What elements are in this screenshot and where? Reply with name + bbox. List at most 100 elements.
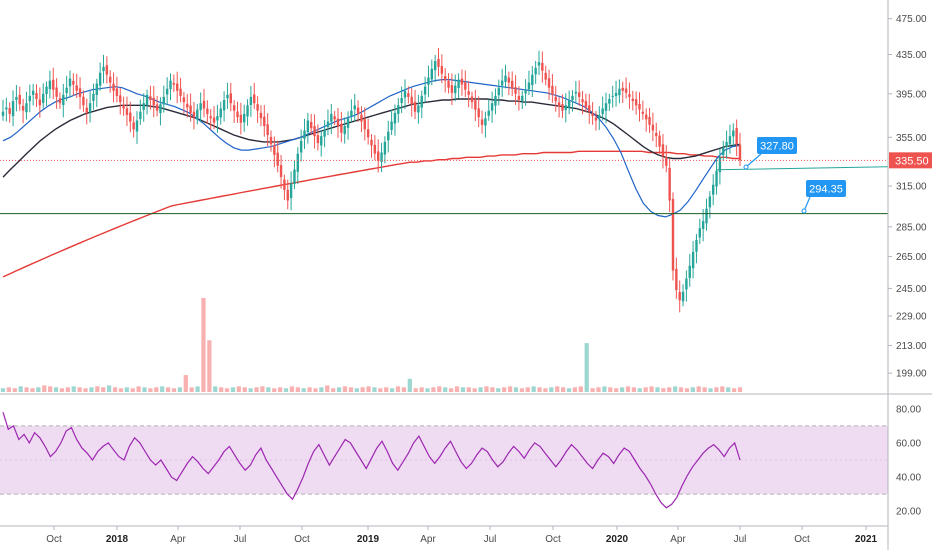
candle-body [38, 99, 42, 106]
candle-body [276, 152, 279, 166]
candle [112, 72, 115, 103]
candle-body [52, 79, 55, 90]
callout-label: 294.35 [809, 184, 843, 196]
candle [671, 192, 675, 281]
time-tick-label: Oct [294, 534, 310, 545]
candle [484, 111, 487, 138]
candle-body [728, 136, 732, 145]
volume-bar [118, 388, 124, 392]
volume-bar [502, 387, 507, 392]
candle [165, 77, 169, 106]
volume-bar [714, 387, 719, 392]
candle-body [725, 141, 728, 147]
candle [624, 77, 628, 99]
candle-body [397, 105, 400, 114]
volume-bar [207, 340, 212, 392]
candle-body [450, 85, 454, 93]
candle-body [72, 80, 75, 85]
candle-body [192, 111, 196, 118]
candle [35, 84, 38, 108]
candle [72, 73, 75, 96]
candle [105, 56, 109, 84]
candle [336, 107, 340, 138]
candle [38, 87, 42, 118]
price-tick-label: 315.00 [896, 182, 927, 193]
volume-bar [354, 388, 359, 392]
candle [380, 142, 383, 173]
candle-body [75, 85, 78, 91]
candle [333, 110, 336, 126]
candle-body [608, 99, 611, 104]
candle-body [366, 129, 370, 138]
candle-body [591, 113, 594, 117]
callout-box [757, 137, 797, 154]
candle [175, 71, 179, 104]
candle-body [688, 265, 691, 279]
candle-body [504, 75, 507, 82]
candle [675, 257, 678, 299]
candle [219, 101, 222, 125]
candle [162, 85, 166, 113]
candle-body [454, 85, 457, 94]
candle [614, 80, 618, 107]
volume-bar [42, 385, 47, 392]
volume-bar [496, 388, 501, 392]
volume-bar [437, 386, 442, 392]
volume-bar [360, 387, 365, 392]
candle-body [309, 121, 313, 129]
volume-bar [649, 386, 654, 392]
volume-bar [24, 387, 29, 392]
candle [236, 101, 239, 123]
candle [631, 90, 635, 111]
candle-body [31, 90, 35, 95]
candle-body [705, 208, 708, 224]
price-callouts[interactable]: 327.80 294.35 [743, 137, 846, 214]
rsi-tick-label: 20.00 [896, 507, 921, 518]
candle-body [88, 103, 92, 113]
price-level-lines[interactable] [0, 159, 889, 215]
candle-body [477, 108, 480, 118]
candle [514, 75, 517, 105]
candle-body [467, 91, 470, 95]
candle [102, 54, 105, 84]
candle-body [346, 118, 350, 128]
candle-body [326, 121, 330, 127]
candle [343, 117, 346, 144]
candle [651, 112, 655, 142]
volume-bar [448, 388, 454, 392]
candle-body [142, 103, 145, 110]
candlesticks[interactable] [1, 47, 742, 313]
candle [423, 76, 427, 103]
candle [122, 96, 125, 116]
candle [1, 99, 5, 121]
candle-body [551, 85, 554, 95]
candle-body [698, 228, 702, 238]
candle-body [423, 86, 427, 95]
volume-bar [348, 387, 353, 392]
volume-bar [12, 388, 17, 392]
candle [551, 74, 554, 103]
candle-body [169, 80, 172, 90]
candle-body [145, 94, 149, 106]
candle [698, 218, 702, 245]
candle-body [665, 157, 668, 166]
candle-body [112, 83, 115, 91]
volume-bar [490, 387, 495, 392]
candle-body [571, 95, 574, 101]
candle-body [222, 100, 226, 111]
candle [655, 122, 658, 148]
volume-bar [48, 386, 53, 392]
candle [400, 86, 403, 114]
candle-body [206, 108, 209, 114]
volume-bar [101, 387, 106, 392]
candle-body [611, 95, 614, 97]
candle-body [460, 78, 464, 85]
candle [628, 82, 631, 109]
time-tick-label: Jul [234, 534, 247, 545]
candle [299, 129, 303, 162]
candle [531, 66, 534, 97]
candle [95, 78, 99, 108]
candle-body [303, 130, 306, 139]
candle [119, 87, 122, 115]
